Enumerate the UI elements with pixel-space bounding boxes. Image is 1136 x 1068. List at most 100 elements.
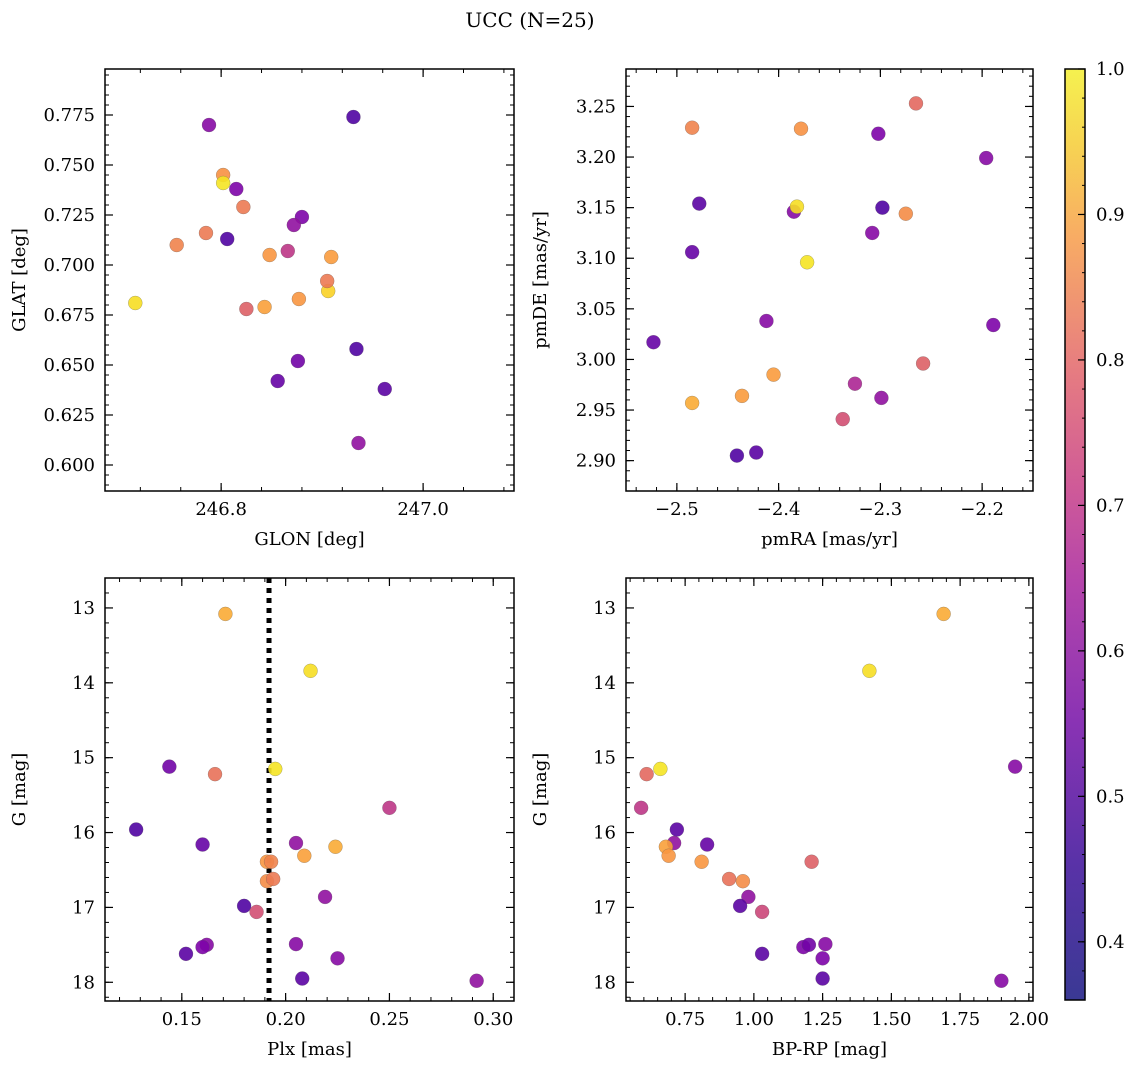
scatter-point (735, 874, 751, 889)
scatter-point (262, 247, 277, 263)
y-tick-label: 3.10 (576, 248, 616, 269)
scatter-panel-1: 246.8 247.0 0.600 0.625 0.650 0.675 0.700 0.725… (9, 68, 515, 550)
scatter-point (754, 946, 770, 962)
scatter-points (128, 606, 484, 988)
x-tick-label: 2.00 (1009, 1009, 1049, 1030)
scatter-point (741, 889, 756, 905)
scatter-point (317, 889, 333, 905)
scatter-point (766, 367, 781, 382)
scatter-point (799, 255, 815, 270)
y-tick-label: 14 (72, 673, 95, 694)
y-tick-label: 13 (72, 598, 95, 619)
axes-frame (625, 68, 1034, 492)
scatter-point (286, 217, 302, 233)
scatter-point (218, 606, 233, 622)
y-tick-label: 0.725 (43, 205, 95, 226)
scatter-point (865, 225, 880, 241)
y-tick-label: 17 (72, 897, 95, 918)
scatter-point (319, 273, 335, 289)
y-tick-label: 14 (593, 673, 616, 694)
colorbar-frame (1064, 68, 1086, 1001)
scatter-point (684, 120, 700, 135)
x-tick-label: 247.0 (397, 499, 449, 520)
scatter-points (128, 109, 392, 451)
y-tick-label: 0.625 (43, 405, 95, 426)
scatter-point (874, 390, 889, 406)
scatter-point (236, 898, 252, 914)
axes-frame (625, 577, 1034, 1002)
scatter-point (759, 313, 774, 329)
x-tick-label: −2.4 (757, 499, 801, 520)
scatter-point (699, 837, 715, 852)
y-tick-label: 2.95 (576, 400, 616, 421)
scatter-point (875, 200, 890, 215)
scatter-point (793, 121, 809, 136)
y-tick-label: 0.650 (43, 355, 95, 376)
minor-ticks (626, 577, 1033, 1001)
scatter-point (684, 395, 700, 411)
scatter-point (297, 848, 312, 863)
scatter-point (789, 199, 805, 214)
scatter-point (291, 291, 307, 307)
x-axis-label: Plx [mas] (267, 1039, 352, 1060)
scatter-point (915, 356, 931, 371)
y-tick-label: 3.25 (576, 96, 616, 117)
scatter-point (862, 663, 877, 679)
x-tick-label: 0.75 (665, 1009, 705, 1030)
scatter-point (239, 301, 254, 317)
scatter-point (382, 800, 397, 816)
scatter-point (818, 936, 833, 952)
scatter-point (692, 196, 707, 211)
axes-frame (104, 68, 515, 492)
y-tick-label: 18 (593, 972, 616, 993)
major-ticks (105, 69, 514, 491)
scatter-point (815, 951, 830, 966)
colorbar-tick-label: 0.4 (1096, 932, 1125, 953)
y-tick-label: 3.20 (576, 147, 616, 168)
y-tick-label: 15 (72, 748, 95, 769)
x-axis-label: pmRA [mas/yr] (761, 529, 898, 550)
y-tick-label: 0.675 (43, 305, 95, 326)
scatter-point (268, 761, 283, 777)
x-tick-label: −2.5 (655, 499, 699, 520)
scatter-point (249, 904, 264, 920)
x-tick-label: −2.3 (859, 499, 903, 520)
scatter-point (978, 150, 994, 166)
scatter-points (646, 96, 1001, 463)
scatter-panel-4: 0.75 1.00 1.25 1.50 1.75 2.00 13 14 15 16 17 18 BP-R… (530, 577, 1049, 1060)
scatter-point (346, 109, 361, 125)
scatter-point (801, 937, 817, 953)
scatter-point (815, 971, 830, 986)
colorbar-tick-label: 0.5 (1096, 786, 1125, 807)
y-axis-label: GLAT [deg] (9, 228, 30, 332)
scatter-point (835, 411, 850, 427)
y-tick-label: 3.15 (576, 198, 616, 219)
scatter-point (351, 435, 366, 451)
major-ticks (626, 69, 1033, 491)
minor-ticks (105, 577, 515, 1001)
x-tick-label: 0.25 (369, 1009, 409, 1030)
x-tick-label: 1.00 (734, 1009, 774, 1030)
scatter-point (661, 848, 676, 863)
scatter-point (847, 376, 863, 391)
y-tick-label: 16 (72, 823, 95, 844)
scatter-point (721, 871, 737, 887)
x-tick-label: −2.2 (960, 499, 1004, 520)
scatter-panel-3: 0.15 0.20 0.25 0.30 13 14 15 16 17 18 Plx [mas] G [… (9, 577, 515, 1060)
colorbar-tick-label: 1.0 (1096, 59, 1125, 80)
scatter-point (162, 759, 177, 774)
scatter-point (994, 973, 1009, 988)
scatter-point (198, 225, 214, 241)
y-tick-label: 16 (593, 823, 616, 844)
scatter-points (633, 606, 1023, 988)
y-tick-label: 0.600 (43, 455, 95, 476)
scatter-point (732, 898, 748, 914)
x-tick-label: 0.20 (266, 1009, 306, 1030)
major-ticks (626, 578, 1033, 1001)
scatter-point (328, 839, 343, 854)
scatter-point (349, 341, 364, 357)
axes-frame (104, 577, 515, 1002)
x-axis-label: BP-RP [mag] (772, 1039, 887, 1060)
y-tick-label: 2.90 (576, 451, 616, 472)
y-tick-label: 17 (593, 897, 616, 918)
